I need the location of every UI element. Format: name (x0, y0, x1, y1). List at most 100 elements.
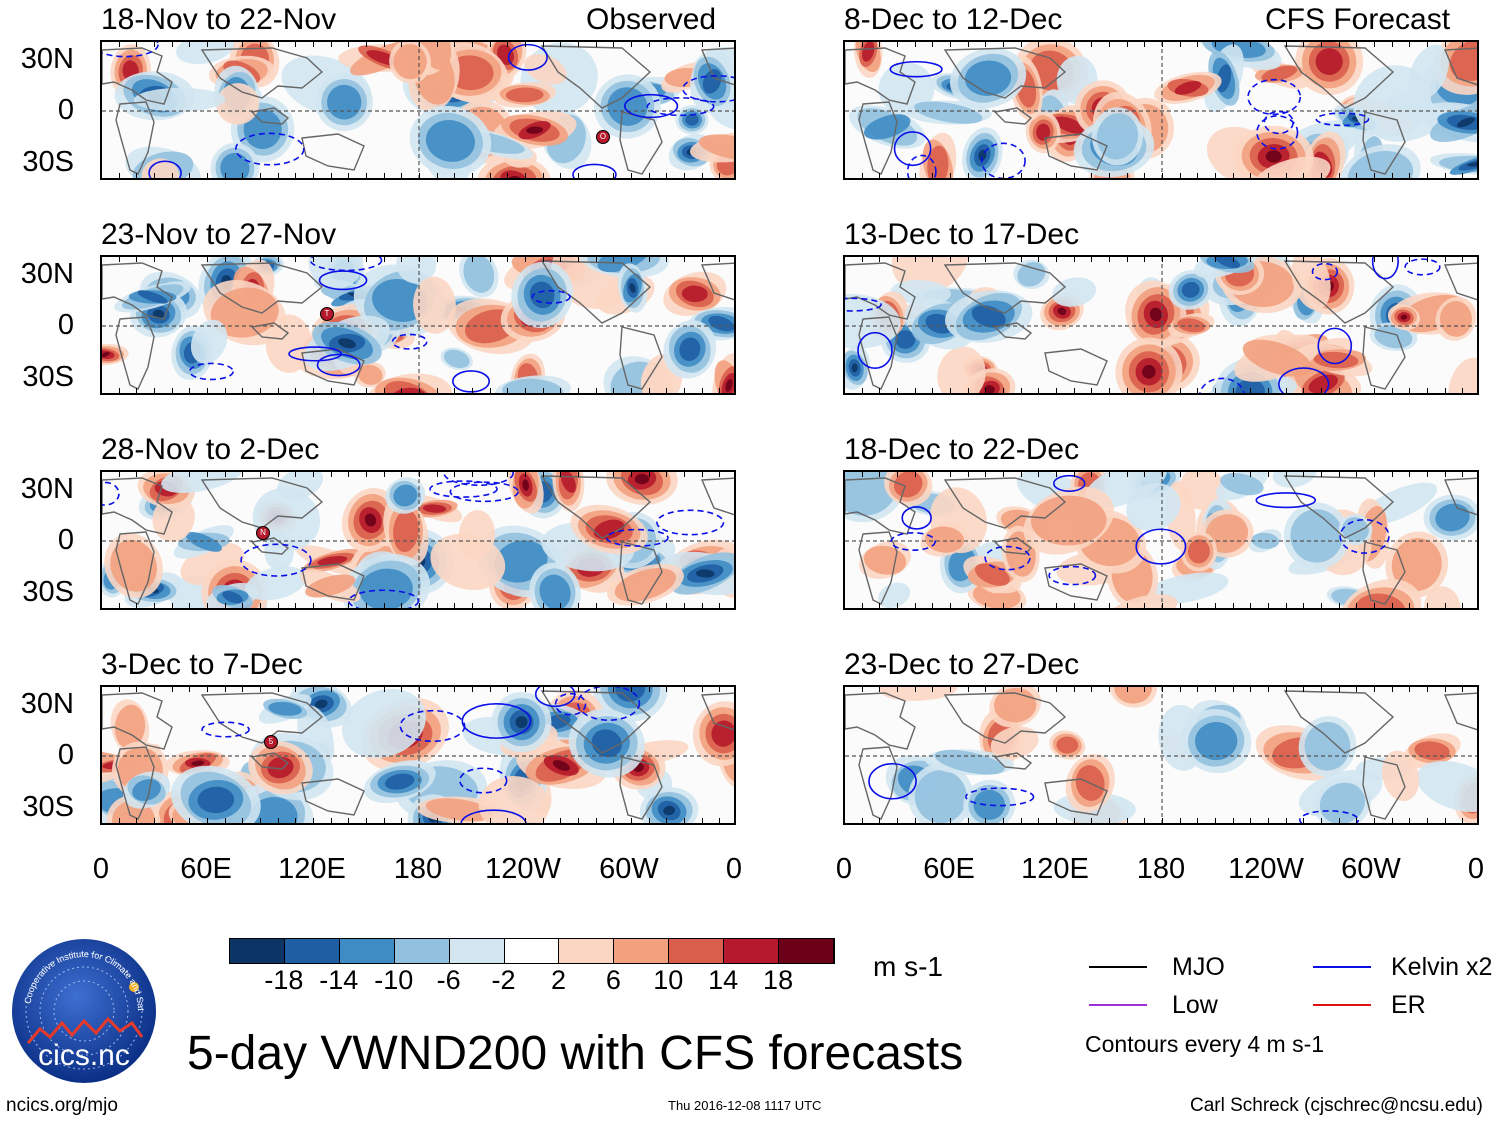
axis-tick (295, 818, 297, 823)
axis-tick (224, 603, 226, 608)
axis-tick (436, 472, 438, 477)
axis-tick (897, 388, 898, 393)
axis-tick (330, 818, 332, 823)
axis-tick (560, 603, 562, 608)
axis-tick (136, 472, 138, 477)
axis-tick (118, 42, 120, 47)
axis-tick (118, 388, 120, 393)
axis-tick (595, 687, 597, 692)
axis-tick (1444, 173, 1446, 178)
axis-tick (578, 388, 579, 393)
axis-tick (260, 42, 261, 47)
axis-tick (525, 388, 526, 393)
axis-tick (1197, 42, 1199, 47)
lon-label: 120W (1228, 853, 1304, 885)
axis-tick (631, 388, 632, 393)
axis-tick (189, 687, 191, 692)
axis-tick (1091, 472, 1093, 477)
axis-tick (631, 603, 632, 608)
axis-tick (1144, 603, 1146, 608)
axis-tick (1126, 42, 1128, 47)
colorbar-tick-label: -14 (319, 965, 359, 995)
axis-tick (701, 687, 703, 692)
axis-tick (1003, 42, 1004, 47)
axis-tick (648, 603, 650, 608)
axis-tick (454, 603, 456, 608)
axis-tick (578, 818, 579, 823)
axis-tick (595, 257, 597, 262)
axis-tick (1427, 173, 1428, 178)
axis-tick (366, 818, 367, 823)
axis-tick (419, 173, 420, 178)
axis-tick (560, 173, 562, 178)
axis-tick (1038, 818, 1040, 823)
axis-tick (897, 603, 898, 608)
axis-tick (171, 603, 173, 608)
axis-tick (472, 818, 473, 823)
colorbar-swatch (559, 939, 615, 963)
axis-tick (861, 42, 863, 47)
axis-tick (436, 687, 438, 692)
axis-tick (1144, 42, 1146, 47)
axis-tick (1250, 687, 1252, 692)
axis-tick (578, 687, 579, 692)
lon-label: 60W (599, 853, 659, 885)
axis-tick (1215, 173, 1216, 178)
axis-tick (560, 687, 562, 692)
axis-tick (1356, 388, 1358, 393)
axis-tick (1109, 603, 1110, 608)
axis-tick (295, 388, 297, 393)
axis-tick (472, 472, 473, 477)
axis-tick (419, 257, 420, 262)
axis-tick (260, 388, 261, 393)
legend-kelvin: Kelvin x2 (1391, 953, 1493, 981)
axis-tick (932, 42, 934, 47)
panel-title: 18-Dec to 22-Dec (844, 433, 1080, 466)
axis-tick (436, 603, 438, 608)
axis-tick (154, 603, 155, 608)
axis-tick (454, 818, 456, 823)
map-panel (843, 40, 1479, 180)
low-line (1089, 1004, 1147, 1006)
axis-tick (454, 173, 456, 178)
axis-tick (932, 603, 934, 608)
axis-tick (1003, 257, 1004, 262)
axis-tick (1285, 818, 1287, 823)
axis-tick (330, 687, 332, 692)
axis-tick (454, 257, 456, 262)
axis-tick (719, 257, 721, 262)
site-link[interactable]: ncics.org/mjo (6, 1095, 118, 1116)
axis-tick (1374, 388, 1375, 393)
axis-tick (348, 472, 350, 477)
lat-label: 30N (20, 473, 74, 505)
axis-tick (967, 173, 969, 178)
axis-tick (383, 687, 385, 692)
axis-tick (154, 42, 155, 47)
axis-tick (313, 42, 314, 47)
axis-tick (118, 257, 120, 262)
axis-tick (719, 173, 721, 178)
axis-tick (1020, 42, 1022, 47)
axis-tick (525, 603, 526, 608)
axis-tick (560, 42, 562, 47)
axis-tick (861, 257, 863, 262)
axis-tick (136, 42, 138, 47)
axis-tick (489, 42, 491, 47)
axis-tick (950, 257, 951, 262)
axis-tick (1427, 687, 1428, 692)
axis-tick (1462, 818, 1464, 823)
axis-tick (224, 42, 226, 47)
axis-tick (1020, 818, 1022, 823)
axis-tick (1356, 173, 1358, 178)
axis-tick (1268, 257, 1269, 262)
axis-tick (897, 687, 898, 692)
axis-tick (1374, 818, 1375, 823)
lon-label: 0 (92, 853, 110, 885)
axis-tick (277, 472, 279, 477)
axis-tick (260, 472, 261, 477)
storm-marker: 5 (264, 735, 278, 749)
axis-tick (914, 472, 916, 477)
panel-title: 23-Nov to 27-Nov (101, 218, 337, 251)
axis-tick (666, 257, 668, 262)
axis-tick (1338, 818, 1340, 823)
